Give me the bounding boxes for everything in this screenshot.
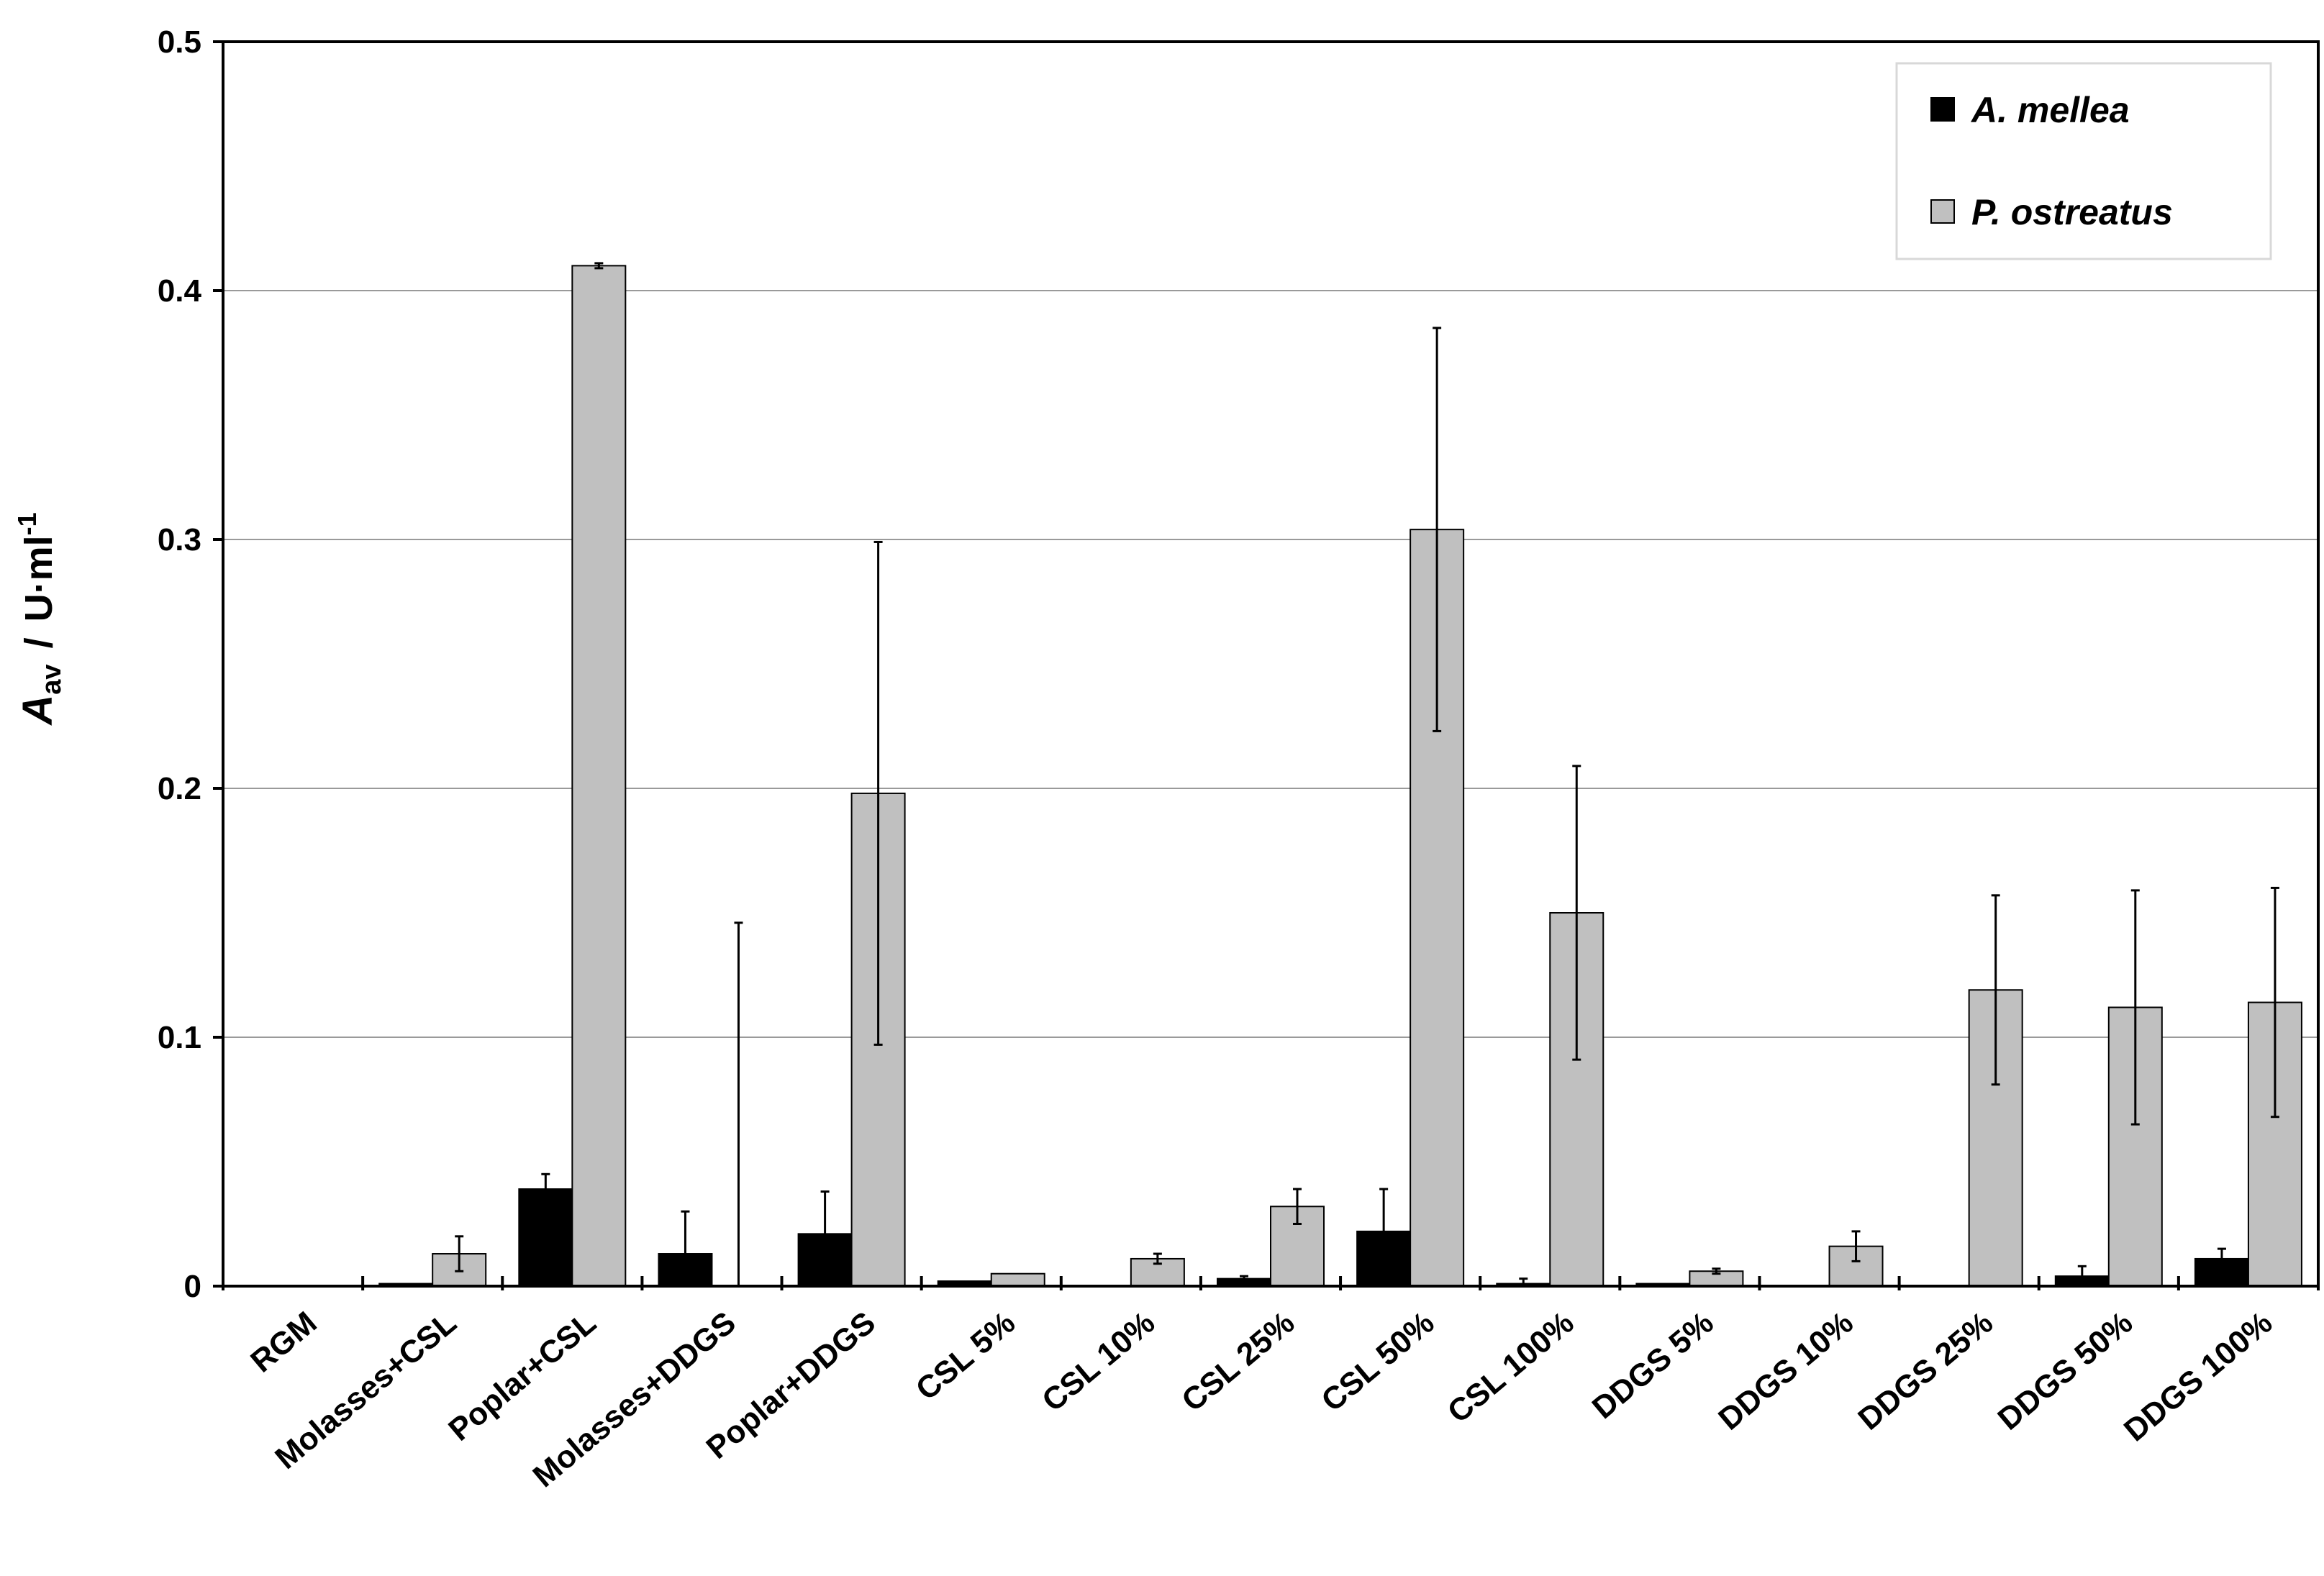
x-category-label: DDGS 50%	[1992, 1305, 2140, 1437]
y-tick-label: 0.1	[158, 1020, 201, 1055]
legend-swatch-p-ostreatus	[1930, 199, 1955, 224]
x-category-label: CSL 50%	[1315, 1305, 1440, 1418]
x-category-label: DDGS 10%	[1712, 1305, 1860, 1437]
y-tick-label: 0.3	[158, 522, 201, 557]
x-category-label: RGM	[244, 1305, 323, 1380]
x-category-label: DDGS 25%	[1851, 1305, 2000, 1437]
x-axis-ticks: RGMMolasses+CSLPoplar+CSLMolasses+DDGSPo…	[222, 1276, 2320, 1494]
y-tick-label: 0.5	[158, 24, 201, 60]
y-axis-ticks: 0 0.1 0.2 0.3 0.4 0.5	[158, 24, 223, 1304]
bar-p-ostreatus	[571, 265, 627, 1287]
bar-a-mellea	[518, 1188, 573, 1288]
x-category-label: CSL 100%	[1441, 1305, 1581, 1430]
y-label-subscript: av	[37, 664, 67, 694]
y-tick-label: 0.4	[158, 273, 202, 309]
legend-label-a-mellea: A. mellea	[1970, 90, 2130, 130]
error-bar-layer	[455, 262, 2279, 1288]
y-label-main: A	[14, 695, 61, 726]
x-category-label: DDGS 5%	[1586, 1305, 1720, 1426]
legend-swatch-a-mellea	[1930, 97, 1955, 122]
x-category-label: DDGS 100%	[2118, 1305, 2279, 1448]
bar-p-ostreatus	[990, 1272, 1045, 1287]
x-category-label: CSL 5%	[909, 1305, 1022, 1407]
x-category-label: CSL 10%	[1035, 1305, 1161, 1418]
y-tick-label: 0.2	[158, 771, 201, 806]
bar-layer	[378, 265, 2302, 1288]
y-label-exponent: -1	[12, 512, 42, 535]
legend-frame	[1895, 62, 2272, 260]
y-tick-label: 0	[184, 1269, 201, 1304]
plot-area-frame	[222, 40, 2320, 1288]
grid-lines	[223, 290, 2318, 1038]
y-label-separator: /	[17, 637, 60, 648]
y-axis-label: Aav / U·ml-1	[12, 512, 67, 726]
x-category-label: CSL 25%	[1175, 1305, 1301, 1418]
legend-label-p-ostreatus: P. ostreatus	[1971, 192, 2173, 232]
y-label-unit: U·ml	[17, 535, 60, 621]
legend: A. mellea P. ostreatus	[1895, 62, 2272, 260]
